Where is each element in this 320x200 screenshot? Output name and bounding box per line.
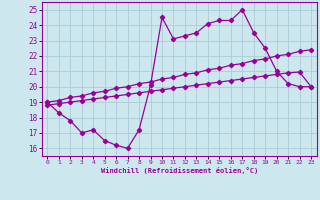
X-axis label: Windchill (Refroidissement éolien,°C): Windchill (Refroidissement éolien,°C) <box>100 167 258 174</box>
